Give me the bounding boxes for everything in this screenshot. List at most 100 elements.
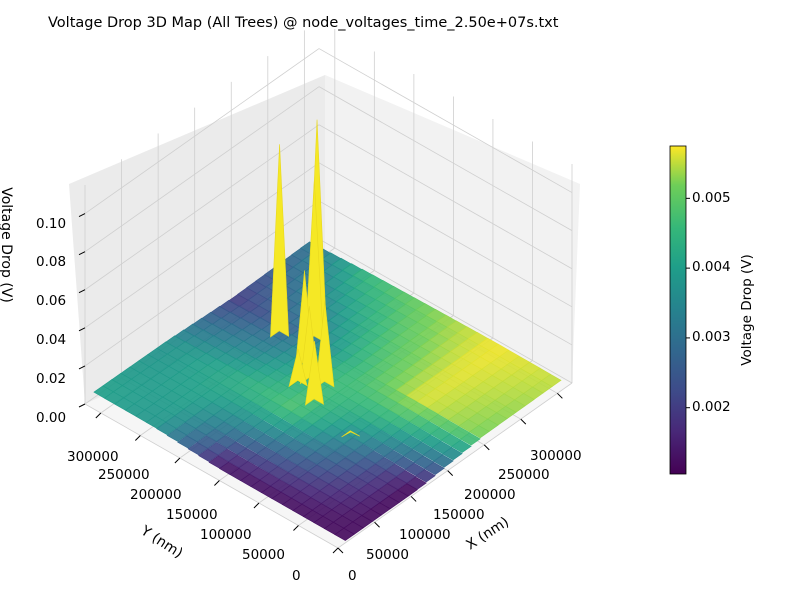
z-tick-label: 0.00 (36, 410, 66, 426)
surface-cell (293, 431, 315, 445)
z-tick-label: 0.02 (36, 371, 66, 387)
surface-cell (335, 457, 357, 471)
axis-ticks (78, 213, 563, 554)
surface-cell (401, 435, 423, 449)
surface-cell (311, 418, 333, 432)
colorbar-gradient (669, 145, 687, 475)
surface-cell (295, 445, 316, 459)
surface-cell (352, 430, 373, 444)
surface-cell (290, 405, 312, 419)
surface-cell (283, 425, 305, 439)
y-tick-label: 300000 (67, 449, 119, 465)
grid-line (318, 86, 573, 231)
x-tick-mark (483, 444, 490, 451)
chart-title: Voltage Drop 3D Map (All Trees) @ node_v… (48, 15, 559, 31)
z-axis-label: Voltage Drop (V) (0, 187, 14, 303)
surface-cell (403, 449, 424, 463)
x-tick-mark (557, 392, 563, 399)
surface-cell (422, 448, 444, 462)
surface-cell (394, 456, 415, 470)
z-tick-mark (78, 289, 86, 294)
surface-cell (156, 422, 177, 436)
x-tick-mark (447, 470, 454, 477)
voltage-spike (270, 144, 290, 338)
surface-cell (263, 426, 285, 440)
z-tick-mark (78, 327, 86, 332)
surface-cell (216, 435, 237, 449)
y-tick-mark (293, 525, 299, 531)
surface-cell (281, 411, 303, 425)
surface-cell (292, 418, 314, 432)
surface-cell (332, 431, 354, 445)
surface-cell (323, 437, 345, 451)
z-tick-mark (78, 403, 86, 408)
surface-cell (195, 422, 216, 436)
y-tick-label: 250000 (98, 467, 150, 483)
surface-cell (305, 451, 327, 465)
grid-line (84, 48, 320, 214)
colorbar-tick-label: 0.004 (692, 259, 731, 275)
surface-cell (272, 419, 294, 433)
surface-cell (284, 438, 306, 453)
plot-3d (69, 29, 580, 554)
voltage-spike (315, 300, 335, 389)
y-tick-label: 50000 (242, 547, 285, 563)
grid-line (84, 403, 339, 549)
surface-cell (382, 436, 403, 450)
grid-line (318, 200, 573, 346)
x-tick-mark (337, 547, 344, 554)
x-tick-label: 100000 (399, 527, 451, 543)
z-tick-mark (78, 365, 86, 370)
surface-cell (383, 449, 405, 463)
grid-line (318, 238, 573, 384)
surface-cell (395, 470, 417, 484)
surface-cell (385, 463, 406, 477)
surface-cell (331, 417, 352, 431)
x-tick-mark (410, 496, 417, 502)
colorbar-tick-label: 0.002 (692, 399, 731, 415)
colorbar-ticks (686, 197, 690, 409)
surface-cell (274, 432, 296, 446)
voltage-spike (288, 349, 308, 388)
surface-cell (362, 436, 384, 450)
surface-cell (301, 411, 323, 425)
x-tick-label: 300000 (530, 448, 582, 464)
y-tick-mark (134, 435, 141, 441)
surface-cell (353, 444, 375, 458)
x-tick-label: 200000 (464, 487, 516, 503)
surface-cell (198, 448, 219, 462)
surface-cell (412, 441, 433, 455)
y-tick-label: 150000 (166, 507, 218, 523)
surface-cell (313, 431, 334, 445)
grid-line (318, 124, 573, 270)
colorbar-label: Voltage Drop (V) (739, 254, 755, 365)
surface-cell (451, 439, 472, 453)
surface-cell (364, 450, 385, 464)
surface-cell (334, 527, 355, 541)
surface-cell (424, 462, 445, 476)
surface-cell (380, 422, 402, 436)
surface-cell (207, 442, 228, 456)
z-tick-mark (78, 251, 86, 256)
voltage-spike (341, 430, 360, 438)
y-tick-mark (214, 480, 220, 486)
y-tick-mark (95, 412, 102, 419)
x-tick-label: 50000 (366, 547, 409, 563)
z-tick-mark (78, 213, 86, 218)
x-tick-mark (374, 521, 380, 528)
surface-cell (302, 424, 324, 438)
voltage-surface (93, 241, 562, 541)
grid-line (337, 382, 573, 549)
surface-cell (326, 464, 348, 478)
y-tick-mark (332, 547, 339, 554)
voltage-spike (304, 341, 324, 406)
y-tick-mark (253, 502, 260, 509)
surface-cell (314, 444, 336, 458)
surface-cell (225, 428, 246, 442)
x-tick-mark (520, 418, 527, 425)
surface-cell (325, 451, 346, 465)
x-tick-label: 150000 (433, 507, 485, 523)
surface-cell (214, 421, 236, 435)
surface-cell (145, 415, 167, 429)
